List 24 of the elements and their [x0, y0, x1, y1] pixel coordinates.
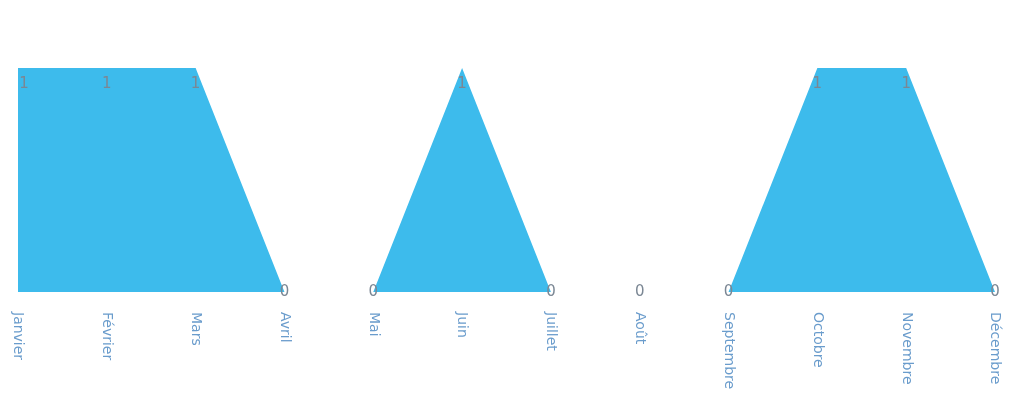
data-label: 0: [368, 281, 379, 300]
x-tick-label: Janvier: [11, 311, 28, 361]
data-label: 1: [457, 73, 467, 92]
x-tick-label: Mai: [366, 312, 383, 337]
data-label: 1: [901, 73, 911, 92]
data-label: 0: [546, 281, 556, 300]
data-label: 0: [279, 281, 290, 300]
x-tick-label: Février: [100, 312, 117, 361]
x-tick-label: Août: [633, 312, 650, 345]
x-tick-label: Novembre: [899, 312, 916, 385]
data-label: 1: [102, 73, 112, 92]
data-label: 1: [812, 73, 823, 92]
data-label: 1: [19, 73, 29, 92]
data-label: 0: [723, 281, 734, 300]
data-label: 0: [634, 281, 645, 300]
x-tick-label: Juillet: [544, 311, 561, 352]
x-tick-label: Juin: [455, 311, 472, 338]
x-tick-label: Mars: [189, 312, 205, 346]
x-tick-label: Septembre: [721, 312, 738, 390]
data-label: 0: [990, 281, 1000, 300]
x-tick-label: Décembre: [988, 312, 1005, 385]
x-tick-label: Avril: [277, 312, 294, 343]
data-label: 1: [190, 73, 201, 92]
x-tick-label: Octobre: [810, 312, 827, 368]
